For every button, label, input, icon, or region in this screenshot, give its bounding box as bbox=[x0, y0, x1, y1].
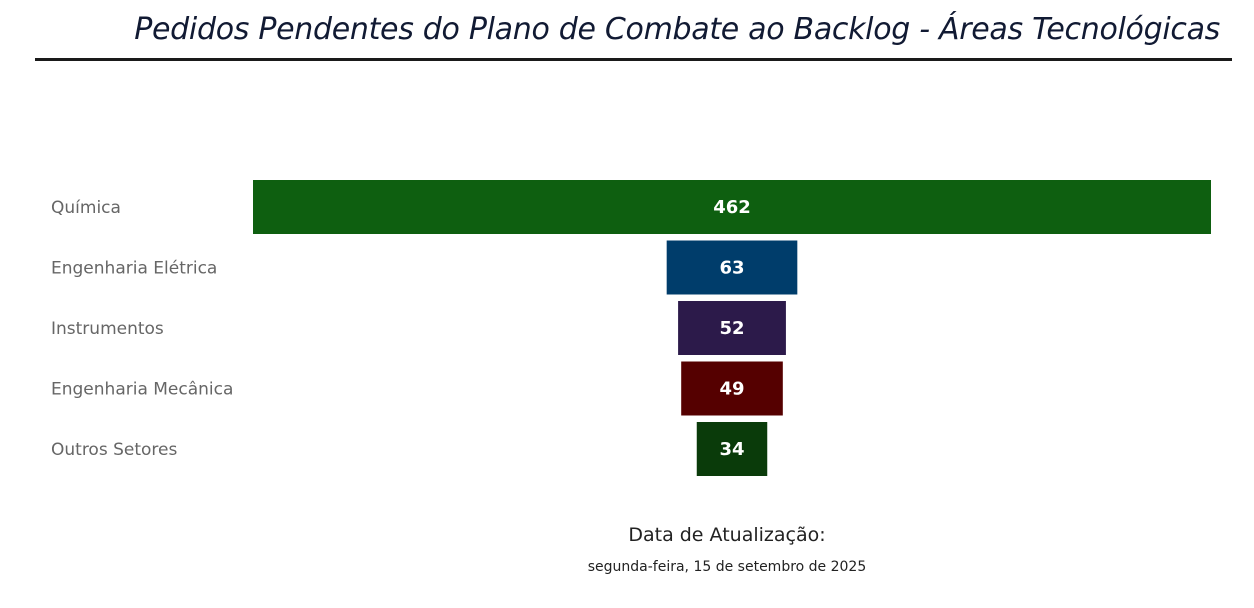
data-label-2: 52 bbox=[719, 318, 744, 339]
data-label-3: 49 bbox=[719, 379, 744, 400]
category-label-3: Engenharia Mecânica bbox=[51, 380, 233, 400]
category-label-4: Outros Setores bbox=[51, 440, 177, 460]
category-label-2: Instrumentos bbox=[51, 319, 164, 339]
data-label-1: 63 bbox=[719, 258, 744, 279]
category-label-1: Engenharia Elétrica bbox=[51, 259, 217, 279]
data-label-0: 462 bbox=[713, 197, 751, 218]
update-date: segunda-feira, 15 de setembro de 2025 bbox=[0, 559, 1254, 575]
category-label-0: Química bbox=[51, 198, 121, 218]
data-label-4: 34 bbox=[719, 439, 744, 460]
update-label: Data de Atualização: bbox=[0, 524, 1254, 546]
